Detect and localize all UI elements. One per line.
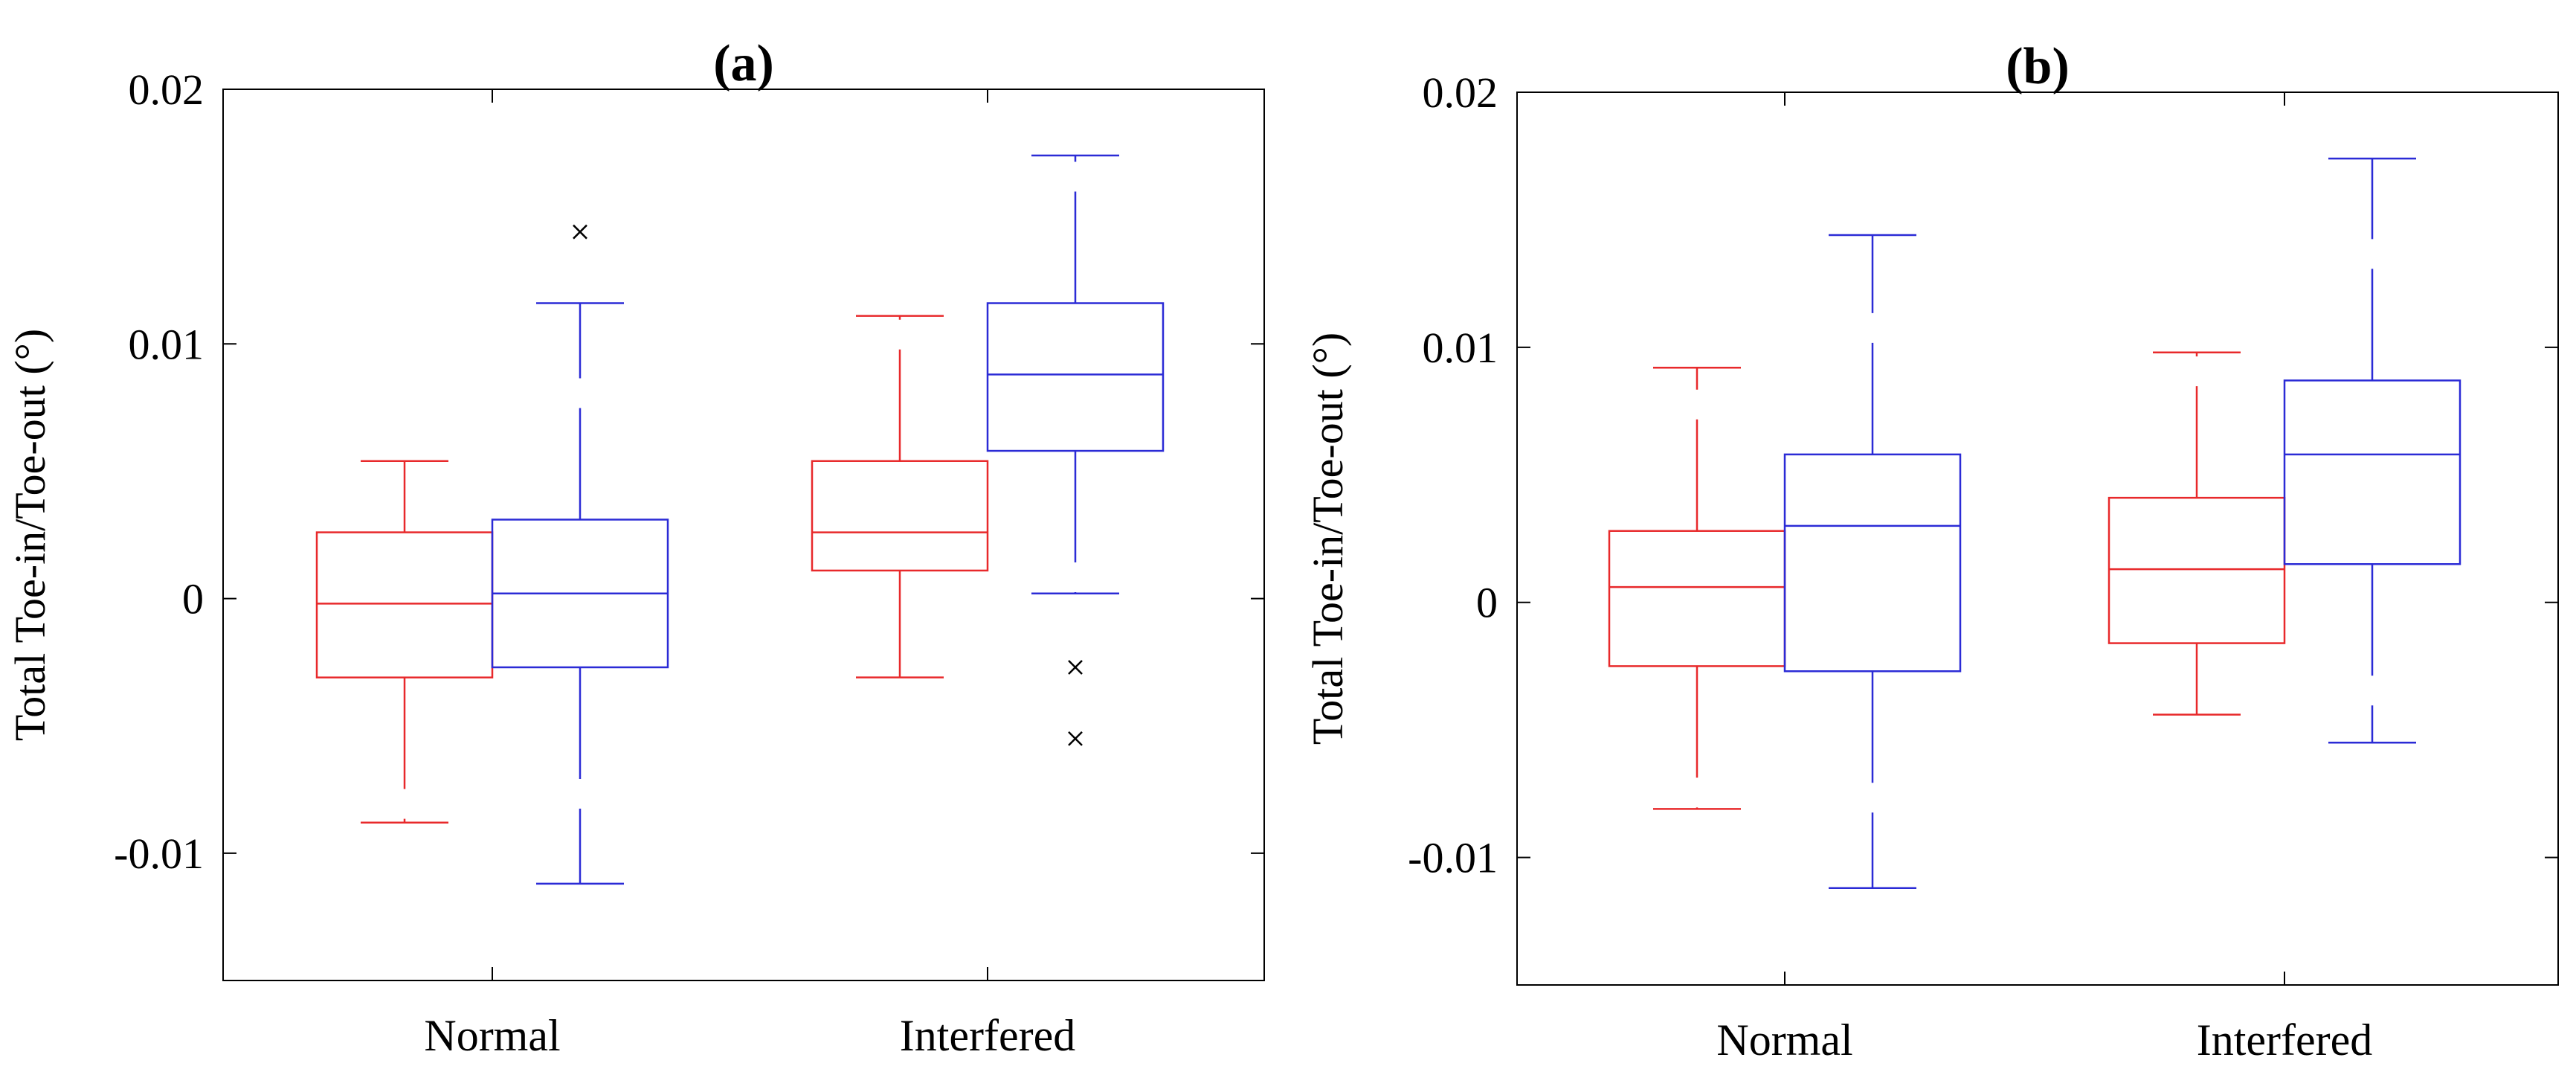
box-iqr [315,531,494,678]
plot-frame [222,89,1265,981]
title-paren-open: ( [2006,38,2023,95]
plot-frame [1516,92,2559,986]
x-category-label: Interfered [900,1011,1075,1060]
outlier-marker [1068,731,1083,746]
outlier-stroke [573,224,587,240]
outlier-stroke [1068,660,1083,675]
box-normal-red [1608,367,1786,810]
x-category-label: Normal [1716,1015,1852,1065]
outlier-marker [1068,660,1083,675]
box-iqr [811,460,989,572]
panel-title: (a) [713,35,774,92]
x-category-label: Normal [424,1011,560,1060]
box-normal-blue [491,224,669,885]
y-tick-label: 0 [1476,579,1498,627]
title-paren-close: ) [757,35,774,92]
y-axis-label: Total Toe-in/Toe-out (°) [6,329,54,741]
y-tick-label: -0.01 [114,829,204,878]
box-iqr [2283,379,2461,565]
box-interfered-blue [2283,157,2461,744]
title-letter: a [731,35,757,92]
y-axis-label: Total Toe-in/Toe-out (°) [1304,333,1352,745]
y-tick-label: 0 [182,575,204,623]
box-normal-blue [1783,234,1962,889]
box-iqr [2108,496,2286,644]
box-iqr [1608,530,1786,667]
y-tick-label: 0.01 [1423,324,1498,372]
title-letter: b [2023,38,2052,95]
y-tick-label: 0.02 [1423,68,1498,117]
box-iqr [986,302,1165,452]
title-paren-open: ( [713,35,730,92]
box-iqr [1783,453,1962,673]
box-normal-red [315,460,494,824]
y-tick-label: 0.01 [129,320,205,368]
panel-b: -0.01 0 0.01 0.02 Normal Interfered Total Toe-… [1304,38,2559,1065]
panel-a: -0.01 0 0.01 0.02 Normal Interfered Total Toe-… [6,35,1265,1060]
outlier-marker [573,224,587,240]
y-tick-label: 0.02 [129,65,205,114]
x-category-label: Interfered [2197,1015,2372,1065]
outlier-stroke [1068,731,1083,746]
title-paren-close: ) [2052,38,2069,95]
panel-title: (b) [2006,38,2070,95]
box-interfered-red [811,315,989,678]
box-interfered-blue [986,154,1165,746]
box-interfered-red [2108,351,2286,716]
y-tick-label: -0.01 [1408,834,1498,882]
